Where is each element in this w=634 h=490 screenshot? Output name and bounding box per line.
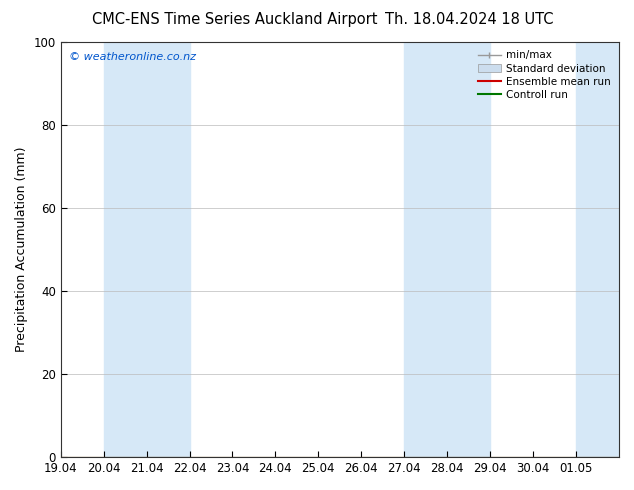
Legend: min/max, Standard deviation, Ensemble mean run, Controll run: min/max, Standard deviation, Ensemble me… (475, 47, 614, 103)
Bar (576, 42, 634, 457)
Y-axis label: Precipitation Accumulation (mm): Precipitation Accumulation (mm) (15, 147, 28, 352)
Text: Th. 18.04.2024 18 UTC: Th. 18.04.2024 18 UTC (385, 12, 553, 27)
Bar (103, 42, 190, 457)
Bar (404, 42, 490, 457)
Text: CMC-ENS Time Series Auckland Airport: CMC-ENS Time Series Auckland Airport (92, 12, 377, 27)
Text: © weatheronline.co.nz: © weatheronline.co.nz (69, 52, 196, 62)
